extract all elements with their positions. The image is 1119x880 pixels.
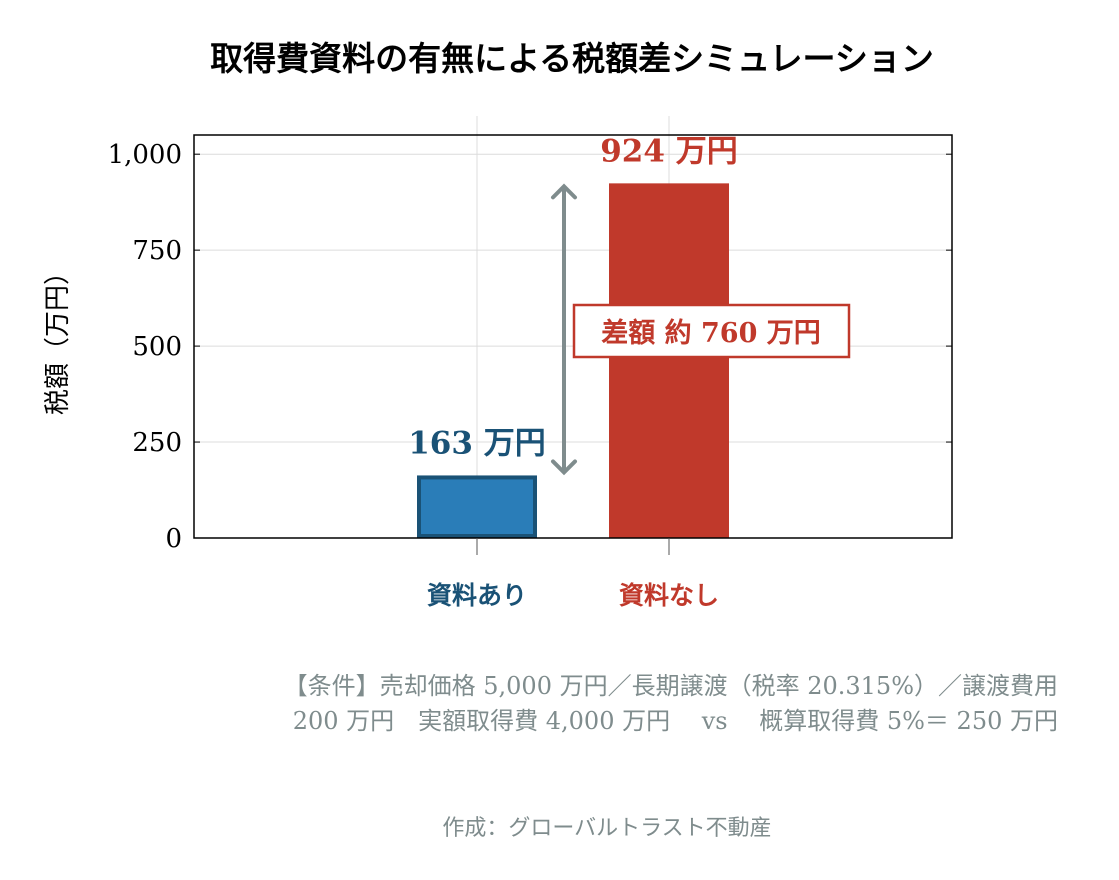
- data-label: 924 万円: [600, 133, 738, 169]
- x-tick-label: 資料あり: [427, 581, 527, 610]
- y-tick-label: 750: [132, 236, 182, 266]
- difference-box: [572, 303, 851, 359]
- plot-frame: [193, 134, 953, 539]
- data-label: 163 万円: [408, 425, 546, 461]
- arrow-head-down-icon: [551, 459, 577, 476]
- x-tick-label: 資料なし: [619, 581, 719, 610]
- difference-label: 差額 約 760 万円: [601, 317, 821, 349]
- y-tick-label: 0: [165, 524, 182, 554]
- y-axis-label: 税額（万円）: [43, 259, 73, 415]
- y-tick-label: 250: [132, 428, 182, 458]
- value-labels: 163 万円 924 万円: [408, 133, 738, 461]
- y-axis: 0 250 500 750 1,000: [108, 140, 952, 554]
- bar-2: [609, 183, 729, 539]
- x-axis: 資料あり 資料なし: [427, 538, 719, 610]
- y-tick-label: 1,000: [108, 140, 182, 170]
- y-tick-label: 500: [132, 332, 182, 362]
- arrow-head-up-icon: [551, 183, 577, 200]
- conditions-line-1: 【条件】売却価格 5,000 万円／長期譲渡（税率 20.315%）／譲渡費用: [284, 672, 1058, 700]
- conditions-line-2: 200 万円 実額取得費 4,000 万円 vs 概算取得費 5%＝ 250 万…: [293, 707, 1058, 735]
- bars: [417, 183, 729, 539]
- difference-annotation: 差額 約 760 万円: [551, 183, 851, 476]
- credit: 作成：グローバルトラスト不動産: [442, 816, 771, 841]
- bar-1: [417, 475, 537, 539]
- chart-title: 取得費資料の有無による税額差シミュレーション: [210, 39, 934, 78]
